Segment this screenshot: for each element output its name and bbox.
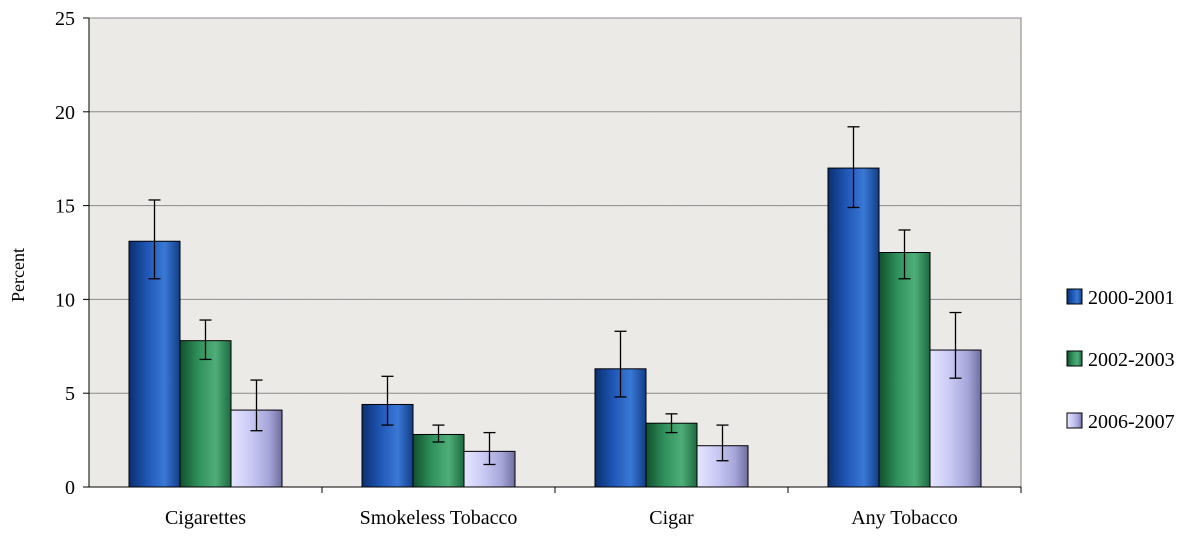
bar-2006-2007-cigarettes (230, 409, 283, 488)
bar-2000-2001-cigarettes (128, 240, 181, 488)
x-tick-label: Cigarettes (165, 507, 246, 529)
y-tick-label: 20 (55, 102, 75, 124)
bar-2002-2003-cigarettes (179, 340, 232, 488)
y-tick-labels: 0 5 10 15 20 25 (55, 8, 89, 499)
bar-2002-2003-any-tobacco (878, 252, 931, 488)
y-tick-label: 5 (65, 383, 75, 405)
y-axis-label: Percent (8, 248, 28, 302)
legend-swatch (1066, 288, 1083, 305)
legend-label: 2006-2007 (1088, 411, 1175, 433)
y-tick-label: 0 (65, 477, 75, 499)
y-tick-label: 25 (55, 8, 75, 30)
legend-label: 2002-2003 (1088, 349, 1175, 371)
legend-swatch (1066, 412, 1083, 429)
y-tick-label: 15 (55, 196, 75, 218)
legend-label: 2000-2001 (1088, 287, 1175, 309)
x-tick-label: Cigar (649, 507, 694, 529)
x-tick-label: Any Tobacco (851, 507, 958, 529)
bars (128, 167, 982, 488)
x-tick-label: Smokeless Tobacco (360, 507, 518, 529)
legend-swatch (1066, 350, 1083, 367)
x-tick-labels: Cigarettes Smokeless Tobacco Cigar Any Toba… (165, 507, 958, 529)
error-bars (148, 126, 962, 466)
bar-2000-2001-any-tobacco (827, 167, 880, 488)
y-tick-label: 10 (55, 289, 75, 311)
legend: 2000-2001 2002-2003 2006-2007 (1066, 287, 1175, 433)
axes (88, 18, 1022, 493)
